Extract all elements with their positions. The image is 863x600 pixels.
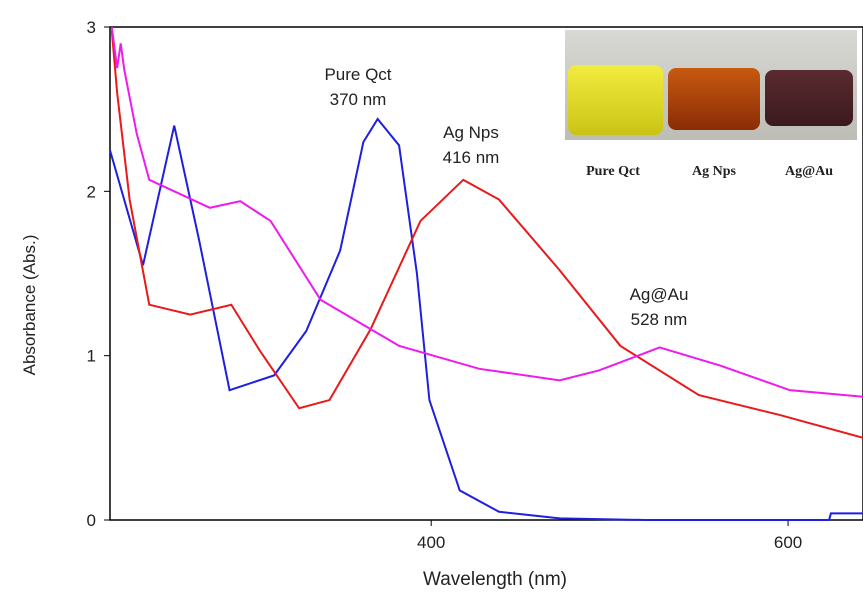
data-line xyxy=(110,119,863,520)
x-axis-label: Wavelength (nm) xyxy=(423,569,567,590)
annotation: Ag@Au xyxy=(630,285,689,304)
y-tick-label: 2 xyxy=(87,182,96,201)
inset-photo xyxy=(565,30,857,140)
x-tick-label: 600 xyxy=(774,533,802,552)
y-tick-label: 0 xyxy=(87,511,96,530)
annotation: 416 nm xyxy=(443,148,500,167)
annotation: 528 nm xyxy=(631,310,688,329)
y-tick-label: 1 xyxy=(87,347,96,366)
inset-label: Ag@Au xyxy=(785,164,833,179)
y-tick-label: 3 xyxy=(87,18,96,37)
chart: Absorbance (Abs.) Wavelength (nm) 0 1 2 3 40… xyxy=(0,0,863,595)
inset-label: Ag Nps xyxy=(692,164,737,179)
y-axis-label: Absorbance (Abs.) xyxy=(20,235,39,376)
annotation: Pure Qct xyxy=(324,65,391,84)
annotation: 370 nm xyxy=(330,90,387,109)
inset-label: Pure Qct xyxy=(586,164,640,179)
annotation: Ag Nps xyxy=(443,123,499,142)
x-tick-label: 400 xyxy=(417,533,445,552)
